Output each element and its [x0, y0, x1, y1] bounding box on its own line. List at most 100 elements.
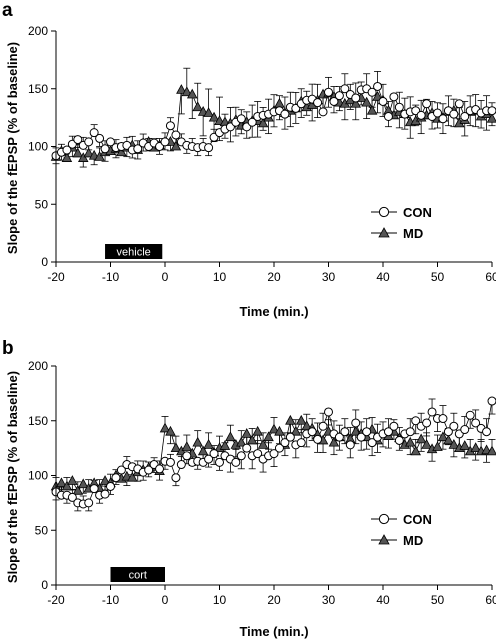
point-con — [236, 114, 246, 124]
point-md — [77, 478, 89, 489]
point-con — [356, 432, 366, 442]
point-md — [181, 441, 193, 451]
data-markers-a — [50, 81, 496, 162]
point-con — [62, 145, 72, 155]
legend-a: CON MD — [371, 205, 432, 241]
point-con — [334, 432, 344, 442]
point-con — [89, 128, 99, 138]
point-con — [422, 418, 432, 428]
point-con — [454, 99, 464, 109]
point-md — [127, 471, 138, 482]
y-tick-label: 150 — [28, 82, 48, 96]
x-tick-label: 10 — [213, 270, 227, 284]
point-con — [215, 457, 224, 467]
point-md — [404, 436, 416, 447]
y-tick-label: 200 — [28, 359, 48, 373]
x-tick-label: 60 — [485, 270, 496, 284]
point-md — [99, 475, 111, 485]
point-con — [313, 434, 323, 444]
x-tick-label: 30 — [322, 270, 336, 284]
y-tick-label: 100 — [28, 469, 48, 483]
point-con — [176, 460, 186, 470]
x-tick-label: 50 — [431, 270, 445, 284]
point-con — [100, 489, 110, 499]
point-con — [433, 108, 442, 118]
point-con — [367, 438, 377, 448]
point-con — [394, 435, 404, 445]
point-md — [421, 438, 432, 449]
point-con — [160, 137, 170, 147]
point-con — [231, 457, 241, 467]
point-con — [378, 96, 388, 106]
point-con — [487, 106, 496, 116]
axis-ticks-b: 0 50 100 150 200 -20 -10 0 10 20 30 40 50 60 — [28, 359, 496, 607]
x-tick-label: 40 — [376, 270, 390, 284]
point-con — [389, 421, 399, 431]
point-md — [208, 111, 220, 122]
legend-md-label: MD — [403, 533, 423, 548]
data-markers-b — [50, 396, 496, 509]
point-con — [340, 427, 350, 437]
point-md — [410, 445, 421, 456]
point-md — [192, 436, 203, 447]
point-md — [274, 97, 285, 108]
x-tick-label: 50 — [431, 593, 445, 607]
point-con — [67, 492, 77, 502]
point-md — [415, 433, 427, 444]
y-tick-label: 50 — [35, 523, 49, 537]
point-con — [367, 87, 377, 97]
point-con — [324, 87, 333, 97]
point-md — [448, 438, 460, 449]
point-md — [192, 101, 203, 112]
y-tick-label: 200 — [28, 24, 48, 38]
point-md — [203, 438, 214, 449]
vehicle-bar-label: vehicle — [117, 247, 151, 259]
point-md — [56, 477, 67, 488]
x-axis-label-a: Time (min.) — [239, 304, 308, 319]
x-tick-label: -20 — [47, 270, 65, 284]
treatment-bar-cort: cort — [110, 567, 165, 582]
y-tick-label: 0 — [41, 255, 48, 269]
point-md — [170, 442, 182, 453]
point-con — [471, 418, 481, 428]
point-con — [383, 111, 393, 121]
legend-con-label: CON — [403, 512, 432, 527]
y-axis-label-a: Slope of the fEPSP (% of baseline) — [5, 42, 20, 254]
y-tick-label: 150 — [28, 414, 48, 428]
legend-b: CON MD — [371, 512, 432, 548]
point-md — [61, 480, 73, 491]
point-con — [95, 133, 105, 143]
point-con — [465, 410, 475, 420]
point-con — [329, 96, 339, 106]
x-tick-label: 0 — [162, 593, 169, 607]
point-md — [486, 445, 496, 456]
point-con — [416, 110, 426, 120]
point-md — [61, 152, 73, 162]
point-con — [351, 93, 361, 103]
point-md — [67, 475, 78, 485]
point-con — [165, 457, 175, 467]
point-md — [257, 117, 269, 128]
point-con — [84, 498, 94, 508]
point-con — [449, 109, 459, 119]
y-axis-label-b: Slope of the fEPSP (% of baseline) — [5, 371, 20, 583]
axes-frame-b — [55, 366, 492, 586]
x-tick-label: 30 — [322, 593, 336, 607]
point-con — [253, 449, 263, 459]
point-con — [106, 137, 115, 147]
x-tick-label: 10 — [213, 593, 227, 607]
point-con — [487, 396, 496, 406]
x-tick-label: -10 — [102, 270, 120, 284]
point-con — [460, 111, 470, 121]
point-md — [236, 436, 247, 447]
point-md — [176, 84, 187, 94]
legend-md-label: MD — [403, 226, 423, 241]
point-con — [394, 102, 404, 112]
point-con — [209, 449, 219, 459]
point-md — [72, 484, 84, 495]
point-md — [372, 90, 383, 101]
point-con — [106, 481, 115, 491]
point-md — [225, 431, 236, 442]
point-con — [324, 407, 333, 417]
